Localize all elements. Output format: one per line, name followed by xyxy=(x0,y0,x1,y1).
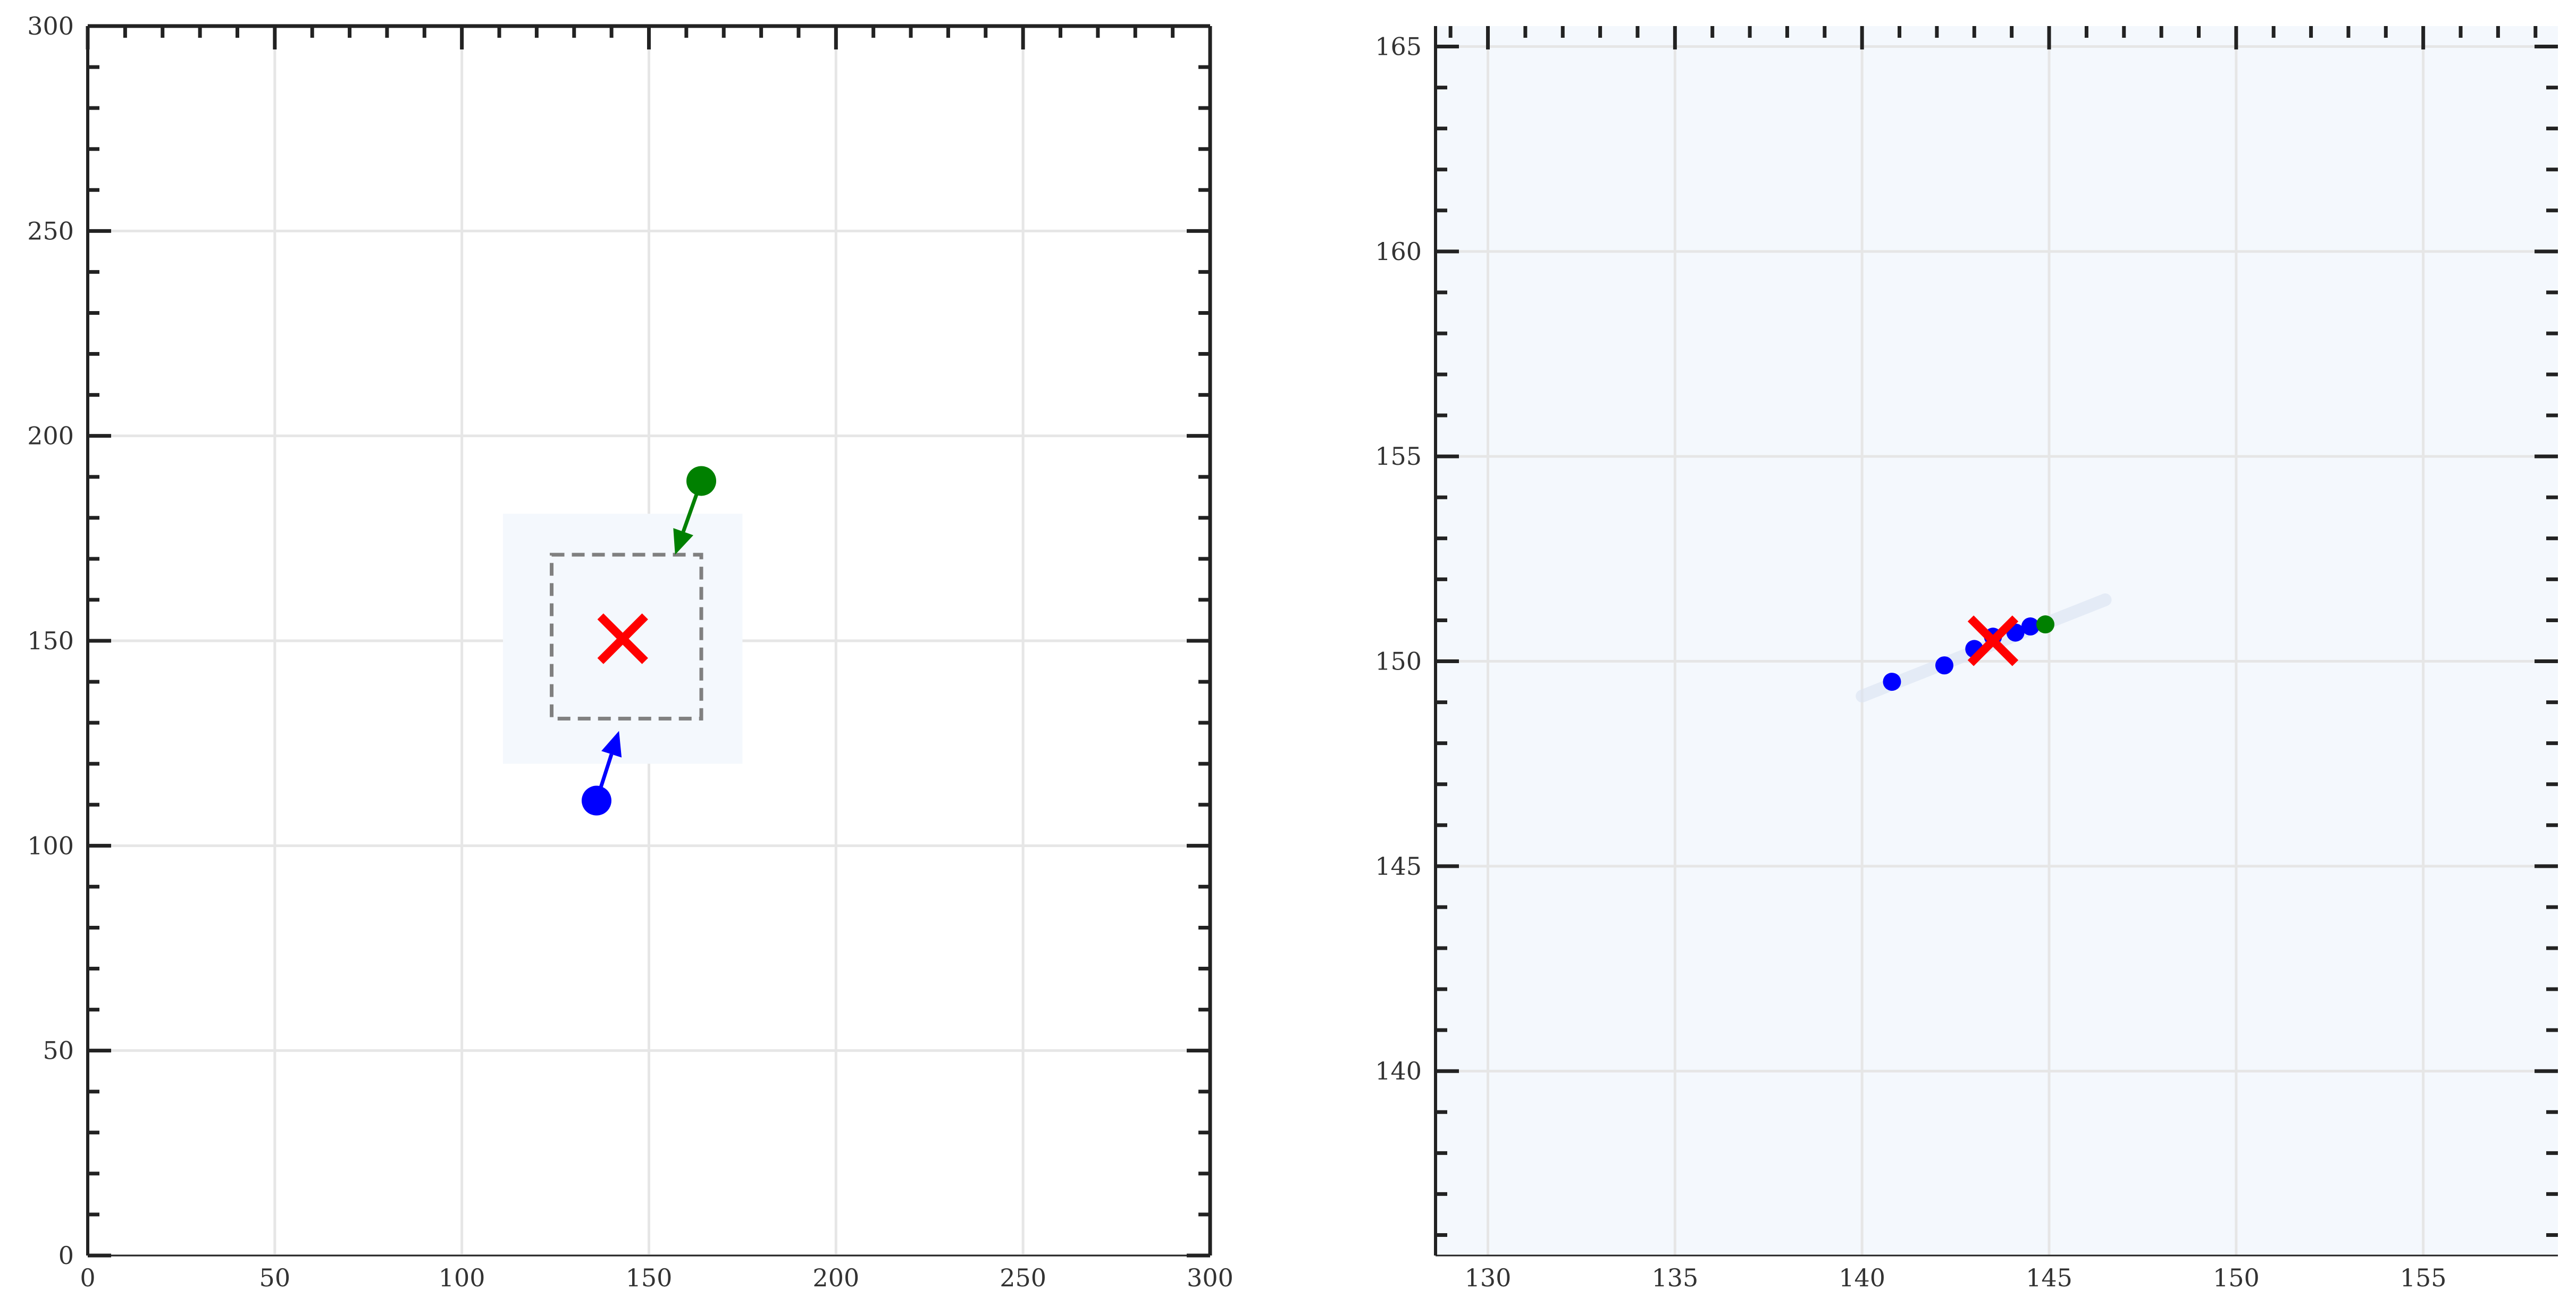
x-tick-label: 155 xyxy=(2400,1263,2447,1292)
y-tick-label: 250 xyxy=(27,216,74,245)
target-marker-stroke-b xyxy=(1967,615,2019,666)
target-marker xyxy=(597,613,648,664)
x-tick-label: 300 xyxy=(1187,1263,1234,1292)
x-tick-label: 50 xyxy=(259,1263,291,1292)
x-tick-label: 0 xyxy=(80,1263,95,1292)
x-tick-label: 130 xyxy=(1465,1263,1512,1292)
x-tick-label: 100 xyxy=(439,1263,485,1292)
path-point xyxy=(1883,673,1901,691)
dashed-box xyxy=(550,553,703,721)
x-tick-label: 150 xyxy=(626,1263,673,1292)
x-tick-label: 145 xyxy=(2026,1263,2072,1292)
y-tick-label: 150 xyxy=(27,626,74,655)
y-tick-label: 145 xyxy=(1375,852,1422,881)
x-tick-label: 200 xyxy=(812,1263,859,1292)
y-tick-label: 200 xyxy=(27,422,74,450)
y-tick-label: 0 xyxy=(58,1241,74,1270)
left-panel: 0 50 100 150 200 250 300 0 50 100 150 200 250 300 xyxy=(27,12,1234,1292)
path-point xyxy=(2021,617,2040,636)
path-point xyxy=(1935,656,1953,675)
end-point xyxy=(686,466,717,496)
y-tick-label: 50 xyxy=(43,1036,74,1065)
y-tick-label: 150 xyxy=(1375,647,1422,676)
y-tick-label: 300 xyxy=(27,12,74,40)
y-tick-label: 140 xyxy=(1375,1057,1422,1085)
x-tick-label: 135 xyxy=(1651,1263,1698,1292)
x-tick-label: 250 xyxy=(1000,1263,1046,1292)
target-marker-stroke-b xyxy=(597,613,648,664)
y-tick-label: 155 xyxy=(1375,442,1422,471)
start-arrow-head xyxy=(601,731,622,758)
right-panel: 130 135 140 145 150 155 140 145 150 155 160 165 xyxy=(1375,26,2558,1292)
end-arrow-head xyxy=(673,528,693,555)
target-marker xyxy=(1967,615,2019,666)
y-tick-label: 100 xyxy=(27,831,74,860)
start-point xyxy=(581,785,611,816)
y-tick-label: 165 xyxy=(1375,32,1422,61)
x-tick-label: 150 xyxy=(2213,1263,2260,1292)
end-point xyxy=(2036,615,2054,634)
x-tick-label: 140 xyxy=(1839,1263,1885,1292)
y-tick-label: 160 xyxy=(1375,237,1422,266)
